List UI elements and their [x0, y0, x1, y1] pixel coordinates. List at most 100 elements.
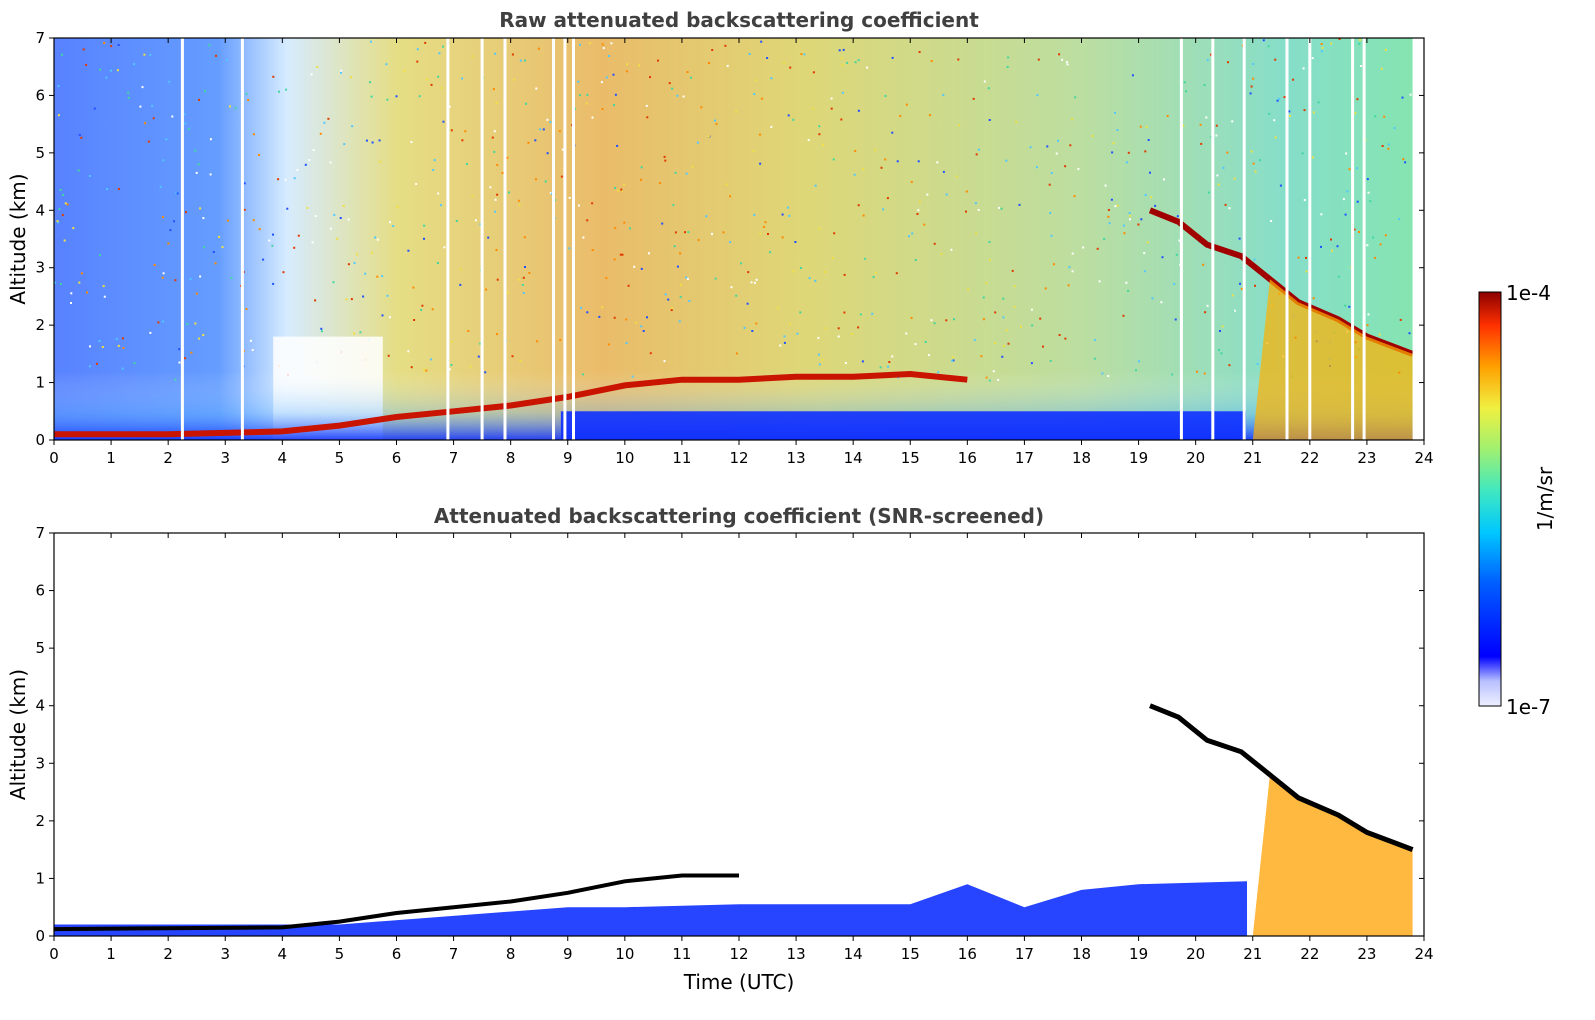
speckle — [1066, 63, 1069, 66]
speckle — [812, 71, 815, 74]
speckle — [1252, 63, 1255, 65]
speckle — [117, 44, 120, 46]
x-tick-label: 18 — [1072, 449, 1091, 467]
speckle — [617, 189, 620, 192]
speckle — [871, 312, 874, 315]
speckle — [506, 291, 509, 294]
speckle — [833, 232, 836, 235]
speckle — [1292, 78, 1295, 81]
x-tick-label: 6 — [392, 449, 402, 467]
speckle — [1384, 48, 1387, 51]
speckle — [121, 367, 124, 370]
speckle — [711, 232, 713, 235]
speckle — [1221, 325, 1224, 328]
speckle — [987, 87, 990, 90]
snr-panel-x-ticks: 0 1 2 3 4 5 6 7 8 9 10 11 12 13 14 15 16 17 18 19 20 21 22 23 24 — [49, 533, 1434, 963]
cloud-layer-line — [1149, 703, 1414, 852]
speckle — [271, 244, 274, 247]
speckle — [389, 316, 391, 319]
speckle — [1125, 281, 1128, 284]
speckle — [103, 295, 106, 298]
speckle — [340, 71, 342, 74]
speckle — [539, 128, 542, 131]
speckle — [914, 258, 917, 261]
speckle — [496, 163, 499, 166]
x-tick-label: 0 — [49, 449, 59, 467]
speckle — [262, 258, 265, 261]
speckle — [783, 335, 786, 338]
speckle — [840, 118, 843, 121]
speckle — [86, 291, 88, 294]
speckle — [1002, 297, 1005, 300]
speckle — [56, 220, 59, 223]
speckle — [818, 125, 821, 128]
speckle — [66, 203, 69, 206]
speckle — [957, 58, 960, 61]
speckle — [542, 128, 545, 131]
speckle — [822, 143, 824, 146]
speckle — [1279, 184, 1282, 187]
speckle — [116, 69, 119, 72]
speckle — [687, 231, 690, 234]
speckle — [788, 323, 791, 326]
speckle — [1112, 142, 1115, 145]
speckle — [626, 63, 629, 66]
y-tick-label: 0 — [35, 431, 45, 449]
speckle — [184, 357, 187, 360]
speckle — [1003, 344, 1006, 347]
speckle — [62, 194, 65, 196]
speckle — [524, 266, 526, 268]
speckle — [342, 205, 345, 207]
speckle — [1206, 304, 1209, 307]
speckle — [1240, 287, 1243, 290]
speckle — [1127, 151, 1130, 154]
speckle — [729, 195, 732, 198]
speckle — [356, 253, 359, 256]
speckle — [1321, 46, 1324, 49]
speckle — [195, 292, 198, 295]
speckle — [857, 59, 860, 62]
speckle — [127, 91, 130, 94]
x-tick-label: 0 — [49, 945, 59, 963]
speckle — [474, 219, 477, 222]
speckle — [674, 171, 677, 174]
speckle — [421, 304, 424, 307]
speckle — [1215, 124, 1218, 127]
speckle — [763, 225, 766, 228]
speckle — [621, 253, 624, 256]
speckle — [89, 345, 91, 348]
speckle — [59, 188, 62, 191]
speckle — [379, 160, 382, 163]
speckle — [1224, 203, 1227, 206]
speckle — [760, 97, 763, 100]
speckle — [183, 113, 186, 116]
speckle — [872, 276, 875, 279]
speckle — [1107, 209, 1110, 211]
speckle — [684, 231, 686, 234]
speckle — [535, 87, 538, 90]
speckle — [1288, 110, 1291, 113]
speckle — [1387, 147, 1390, 150]
speckle — [167, 242, 170, 245]
speckle — [1203, 84, 1206, 86]
speckle — [169, 229, 172, 232]
speckle — [814, 279, 817, 282]
speckle — [977, 209, 980, 211]
speckle — [1358, 231, 1360, 233]
speckle — [1289, 114, 1291, 117]
speckle — [1401, 96, 1404, 99]
speckle — [187, 127, 190, 130]
speckle — [616, 144, 619, 147]
speckle — [106, 188, 109, 190]
speckle — [888, 361, 891, 363]
missing-data-gap — [1308, 38, 1312, 440]
speckle — [635, 321, 638, 324]
speckle — [591, 116, 594, 119]
speckle — [740, 262, 743, 265]
x-tick-label: 8 — [506, 449, 516, 467]
y-tick-label: 4 — [35, 201, 45, 219]
speckle — [792, 118, 795, 121]
speckle — [759, 232, 762, 235]
speckle — [1129, 214, 1131, 217]
speckle — [1018, 203, 1021, 206]
